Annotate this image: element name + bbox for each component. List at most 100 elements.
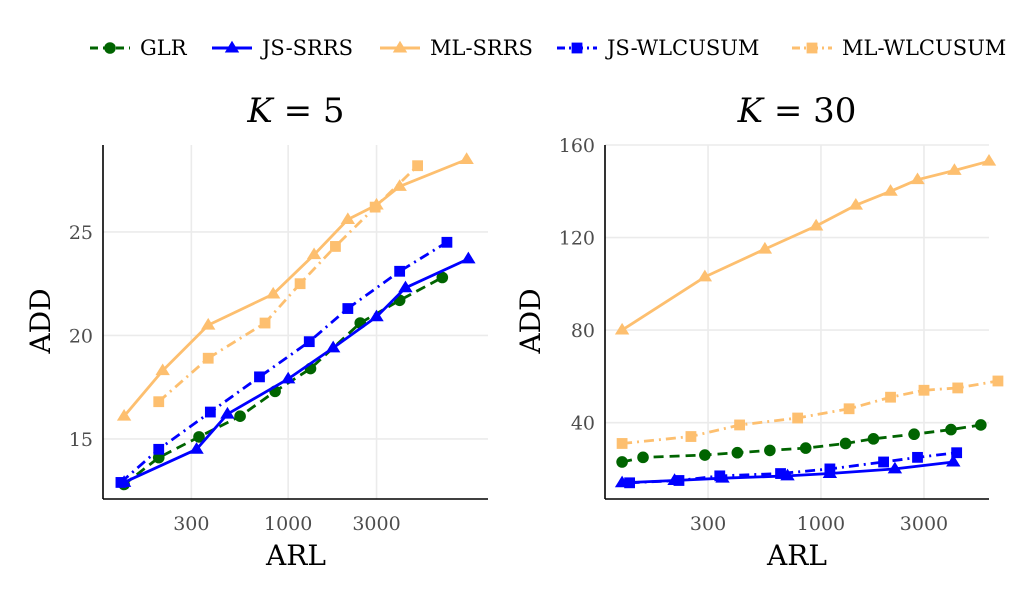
series-line-js-wlcusum	[629, 451, 957, 485]
point-js-wlcusum	[775, 468, 786, 479]
y-tick-label: 15	[69, 429, 93, 451]
point-ml-wlcusum	[918, 384, 930, 396]
point-js-srrs	[461, 251, 476, 264]
gridlines-k30	[605, 144, 989, 499]
point-ml-srrs	[116, 408, 132, 421]
point-js-wlcusum	[951, 447, 963, 459]
legend-marker-ml-srrs	[392, 40, 408, 53]
point-ml-srrs	[981, 153, 997, 166]
point-js-wlcusum	[342, 303, 354, 314]
point-glr	[945, 423, 957, 436]
point-glr	[637, 451, 649, 464]
point-js-srrs	[887, 461, 903, 474]
series-line-glr	[621, 423, 982, 464]
point-ml-srrs	[459, 152, 474, 164]
point-js-wlcusum	[153, 443, 165, 455]
series-line-ml-srrs	[621, 159, 990, 332]
point-js-srrs	[369, 309, 384, 322]
point-ml-srrs	[697, 269, 713, 282]
point-ml-srrs	[614, 322, 630, 335]
point-glr	[975, 419, 987, 431]
point-glr	[616, 456, 628, 468]
point-js-wlcusum	[394, 265, 406, 277]
point-js-wlcusum	[624, 477, 636, 489]
series-line-ml-wlcusum	[621, 379, 999, 445]
series-ml-wlcusum-k30	[616, 375, 1004, 449]
point-ml-srrs	[340, 212, 356, 224]
point-ml-wlcusum	[792, 412, 804, 424]
panel-k30: K = 30 ARL ADD 300 1000 3000 40 80 120 160	[514, 91, 1004, 572]
point-glr	[799, 442, 812, 454]
point-ml-wlcusum	[685, 431, 697, 442]
series-js-wlcusum-k30	[624, 447, 963, 489]
point-ml-wlcusum	[259, 317, 271, 329]
point-js-srrs	[220, 406, 235, 419]
point-ml-srrs	[265, 286, 281, 299]
point-ml-wlcusum	[412, 160, 423, 172]
legend-item-js-srrs: JS-SRRS	[212, 36, 353, 60]
x-tick-label: 1000	[264, 513, 312, 535]
point-ml-srrs	[306, 247, 322, 260]
point-ml-wlcusum	[330, 241, 341, 252]
point-js-wlcusum	[912, 451, 923, 463]
series-line-js-wlcusum	[119, 241, 448, 484]
legend-item-glr: GLR	[90, 36, 188, 60]
y-tick-label: 160	[559, 135, 595, 157]
point-js-wlcusum	[714, 470, 726, 482]
point-ml-wlcusum	[952, 382, 964, 394]
point-ml-srrs	[757, 241, 773, 254]
y-axis-title-k5: ADD	[24, 288, 57, 354]
point-ml-wlcusum	[992, 375, 1004, 387]
panel-k5: K = 5 ARL ADD 300 1000 3000 15 20 25	[24, 91, 488, 572]
legend: GLR JS-SRRS ML-SRRS JS-WLCUSUM ML-WLCUSUM	[90, 36, 1006, 60]
point-ml-wlcusum	[294, 278, 306, 290]
series-line-js-srrs	[123, 257, 469, 484]
point-ml-srrs	[155, 363, 170, 376]
y-tick-label: 25	[69, 222, 93, 244]
legend-marker-ml-wlcusum	[806, 42, 818, 54]
panel-title-k5: K = 5	[246, 91, 344, 131]
x-axis-title-k5: ARL	[265, 539, 326, 572]
point-glr	[193, 431, 205, 443]
point-js-wlcusum	[441, 236, 453, 248]
point-ml-srrs	[808, 218, 824, 231]
panel-title-k30: K = 30	[737, 91, 857, 131]
x-tick-label: 3000	[352, 513, 400, 535]
legend-item-ml-srrs: ML-SRRS	[380, 36, 533, 60]
y-tick-label: 120	[559, 228, 595, 250]
point-ml-srrs	[392, 179, 407, 191]
point-js-wlcusum	[878, 456, 889, 468]
point-glr	[839, 437, 852, 450]
point-js-srrs	[189, 442, 204, 454]
point-ml-wlcusum	[734, 419, 745, 431]
point-js-wlcusum	[204, 406, 216, 418]
point-glr	[436, 271, 449, 284]
point-glr	[908, 428, 920, 441]
legend-marker-js-wlcusum	[571, 42, 583, 54]
legend-item-ml-wlcusum: ML-WLCUSUM	[792, 36, 1006, 60]
x-tick-label: 3000	[900, 513, 948, 535]
point-ml-srrs	[910, 172, 925, 185]
y-axis-title-k30: ADD	[514, 288, 547, 354]
legend-label-ml-wlcusum: ML-WLCUSUM	[842, 36, 1006, 60]
point-ml-wlcusum	[885, 391, 896, 403]
point-js-srrs	[398, 280, 413, 293]
point-glr	[234, 410, 246, 422]
series-ml-wlcusum-k5	[153, 160, 423, 408]
y-tick-label: 80	[571, 320, 595, 342]
point-js-wlcusum	[303, 336, 315, 348]
point-js-srrs	[325, 340, 341, 353]
legend-label-js-wlcusum: JS-WLCUSUM	[605, 36, 759, 60]
point-js-wlcusum	[254, 371, 265, 383]
x-tick-label: 1000	[797, 513, 845, 535]
legend-item-js-wlcusum: JS-WLCUSUM	[557, 36, 759, 60]
point-ml-wlcusum	[843, 403, 855, 415]
x-tick-label: 300	[173, 513, 209, 535]
y-tick-label: 20	[69, 325, 93, 347]
point-ml-srrs	[848, 197, 864, 210]
point-js-wlcusum	[673, 475, 685, 486]
point-glr	[867, 433, 880, 445]
series-js-wlcusum-k5	[115, 236, 453, 488]
point-glr	[764, 444, 776, 457]
